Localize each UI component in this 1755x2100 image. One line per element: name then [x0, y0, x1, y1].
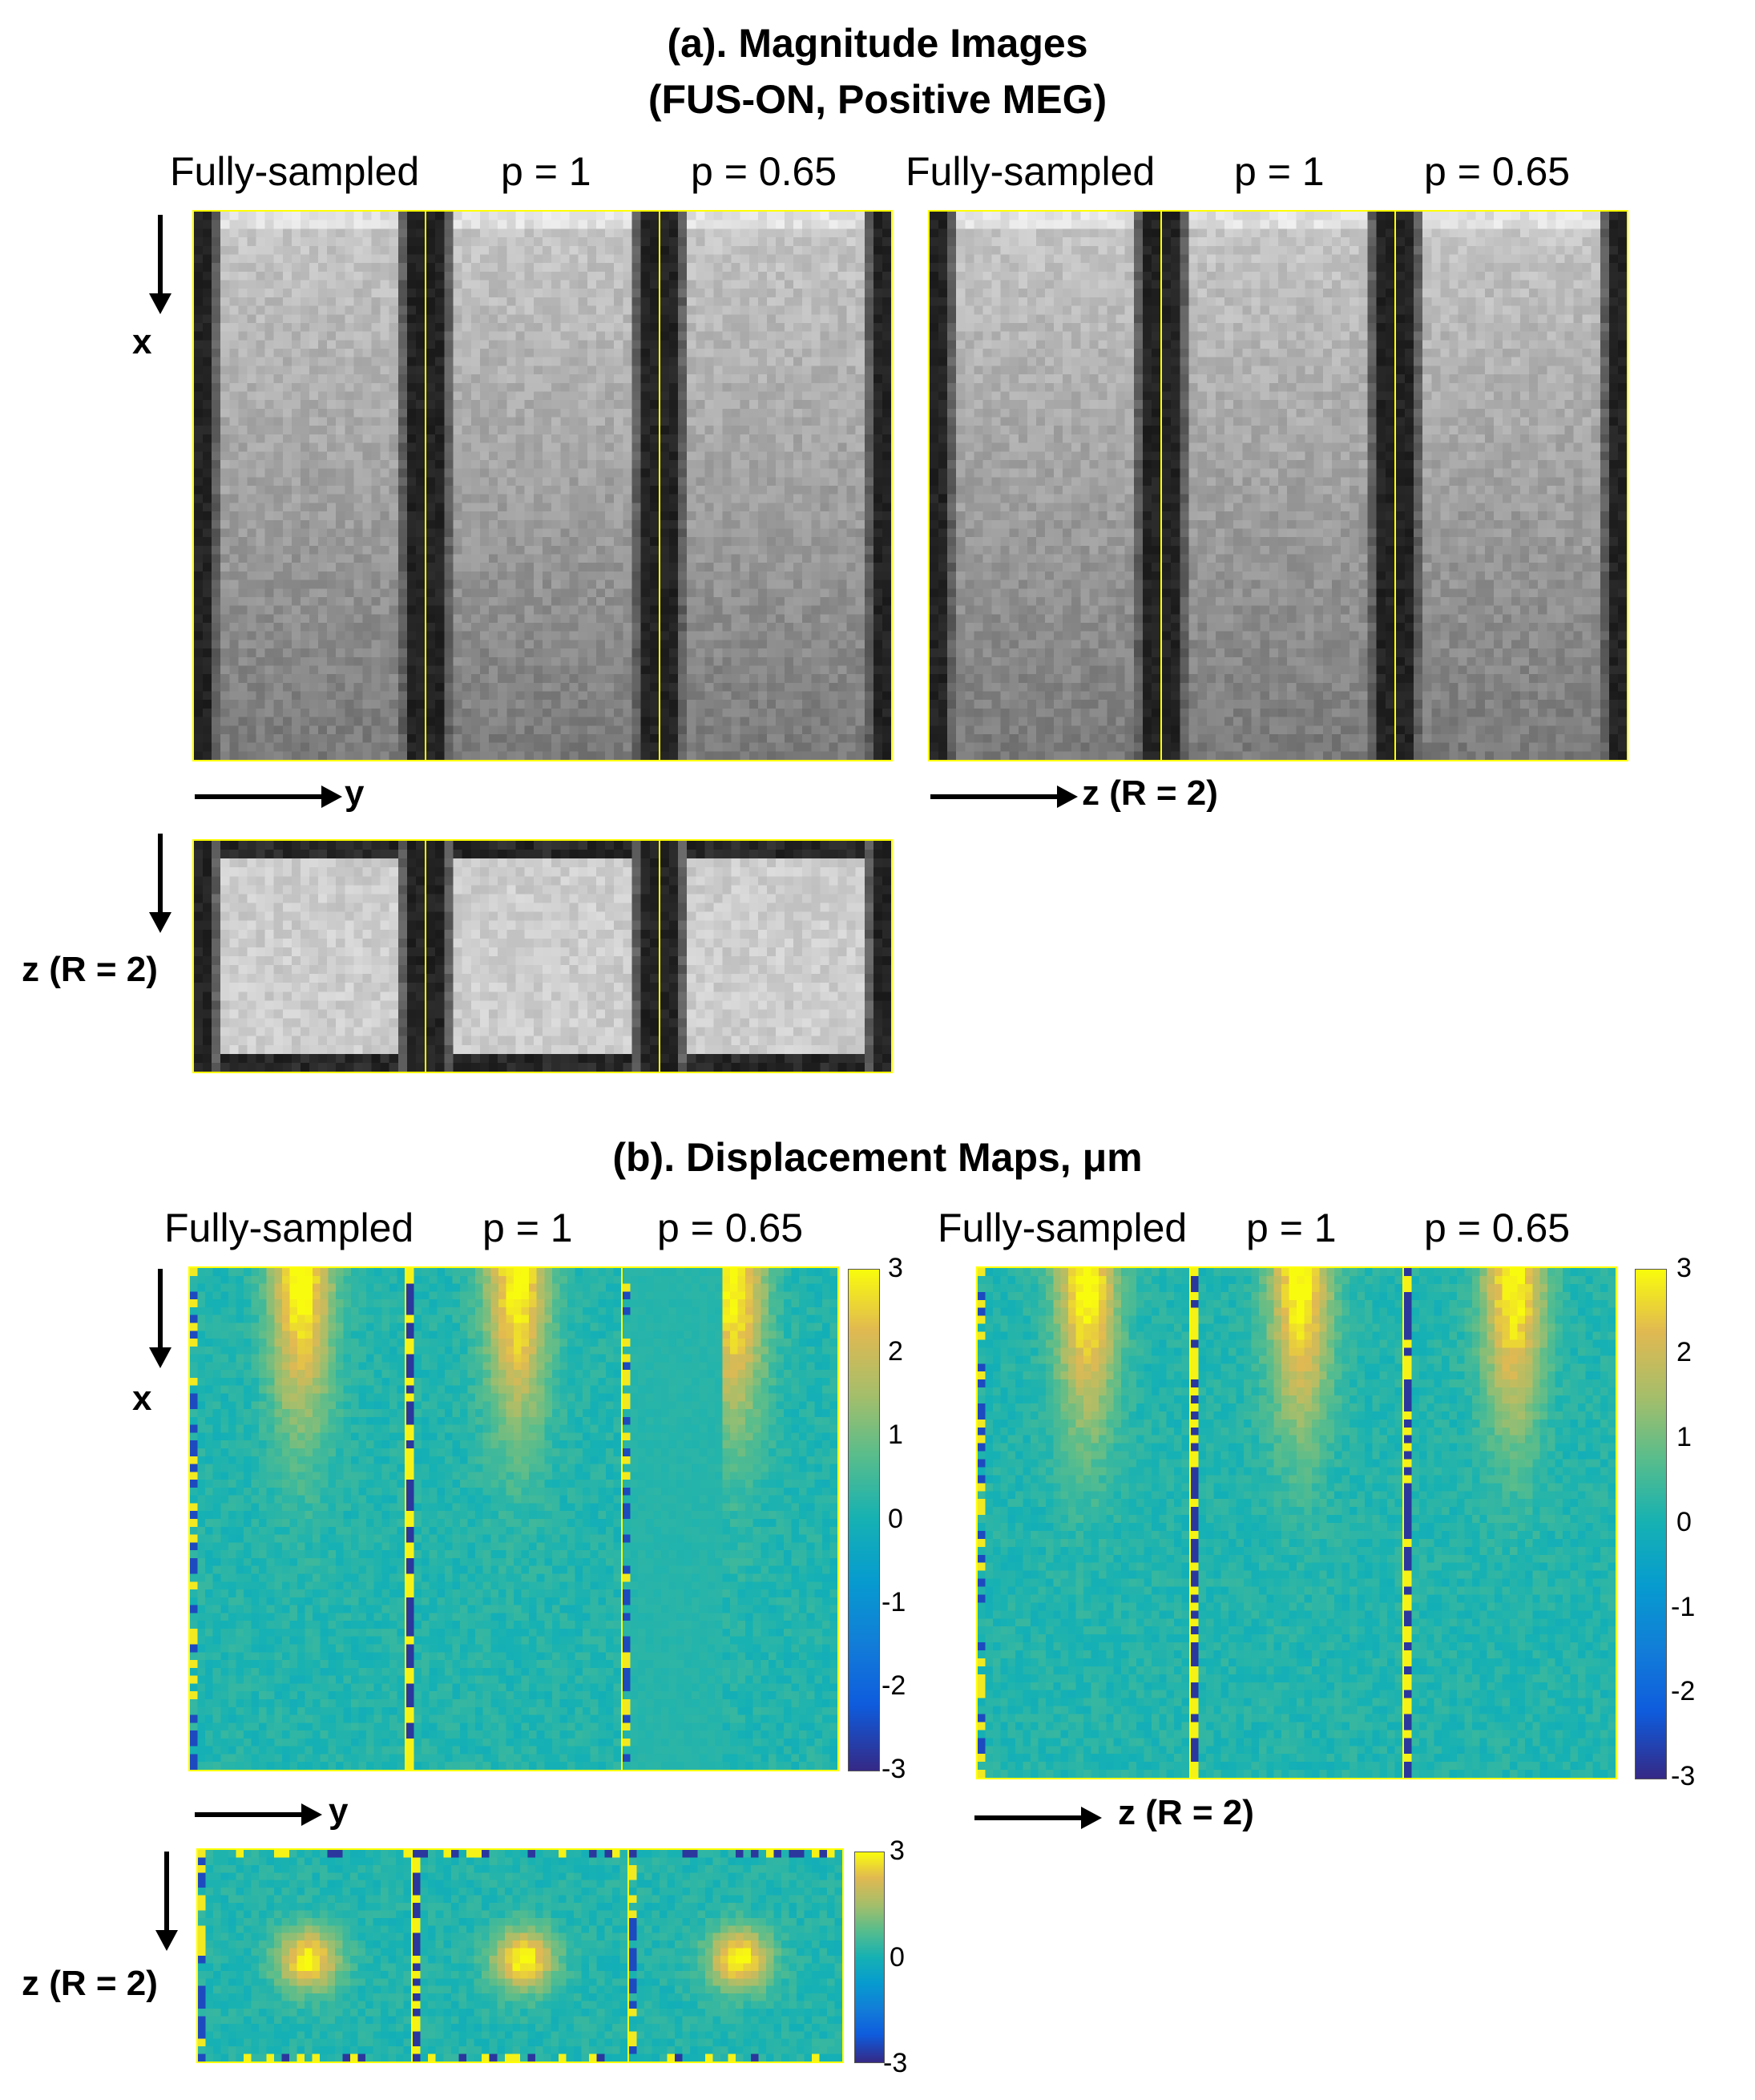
section-a-title-line1: (a). Magnitude Images	[667, 21, 1088, 66]
arrow-right-icon	[195, 785, 342, 808]
arrow-down-icon	[149, 215, 171, 314]
colorbar	[848, 1269, 880, 1771]
col-label-p1: p = 1	[482, 1205, 573, 1250]
magnitude-xy-fully-sampled	[192, 210, 426, 761]
axis-label-y: y	[345, 773, 365, 813]
colorbar-tick: -3	[882, 1754, 906, 1784]
magnitude-xz-fully-sampled	[928, 210, 1162, 761]
arrow-down-icon	[155, 1852, 178, 1951]
magnitude-xz-p1	[1160, 210, 1396, 761]
arrow-right-icon	[195, 1803, 322, 1826]
magnitude-yz-p1	[425, 839, 660, 1073]
colorbar-tick: -3	[883, 2048, 908, 2078]
displacement-xz-fully-sampled	[976, 1266, 1191, 1779]
arrow-down-icon	[149, 1269, 171, 1368]
colorbar-tick: -2	[882, 1670, 906, 1701]
axis-label-z: z (R = 2)	[22, 1964, 158, 2003]
col-label-p065: p = 0.65	[657, 1205, 804, 1250]
axis-label-y: y	[329, 1791, 349, 1831]
displacement-xz-p065	[1402, 1266, 1617, 1779]
displacement-xz-p1	[1189, 1266, 1404, 1779]
colorbar-tick: -1	[1671, 1592, 1696, 1622]
section-a-title-line2: (FUS-ON, Positive MEG)	[648, 77, 1107, 122]
col-label-p1: p = 1	[1246, 1205, 1337, 1250]
displacement-yz-p065	[627, 1848, 844, 2063]
displacement-yz-p1	[411, 1848, 629, 2063]
axis-label-z: z (R = 2)	[1118, 1793, 1254, 1832]
arrow-down-icon	[149, 834, 171, 933]
col-label-fully-sampled: Fully-sampled	[164, 1205, 414, 1250]
colorbar-tick: 0	[890, 1942, 905, 1973]
magnitude-xy-p065	[659, 210, 893, 761]
colorbar-tick: 3	[888, 1253, 903, 1283]
axis-label-x: x	[132, 1379, 152, 1418]
colorbar-tick: 2	[888, 1336, 903, 1367]
displacement-xy-p065	[621, 1266, 839, 1771]
colorbar-tick: 0	[1676, 1507, 1692, 1537]
axis-label-z: z (R = 2)	[1082, 773, 1218, 813]
colorbar-tick: -1	[882, 1587, 906, 1617]
axis-label-x: x	[132, 322, 152, 361]
displacement-yz-fully-sampled	[196, 1848, 413, 2063]
displacement-xy-fully-sampled	[188, 1266, 406, 1771]
colorbar-tick: 1	[1676, 1422, 1692, 1452]
magnitude-xz-p065	[1394, 210, 1628, 761]
col-label-fully-sampled: Fully-sampled	[170, 149, 420, 194]
colorbar-tick: 0	[888, 1504, 903, 1534]
colorbar-tick: 2	[1676, 1337, 1692, 1367]
colorbar	[1635, 1269, 1667, 1779]
colorbar	[854, 1852, 885, 2063]
col-label-fully-sampled: Fully-sampled	[906, 149, 1156, 194]
col-label-fully-sampled: Fully-sampled	[938, 1205, 1188, 1250]
col-label-p1: p = 1	[501, 149, 591, 194]
colorbar-tick: -2	[1671, 1676, 1696, 1706]
col-label-p065: p = 0.65	[1424, 149, 1571, 194]
colorbar-tick: -3	[1671, 1761, 1696, 1791]
colorbar-tick: 3	[890, 1835, 905, 1866]
col-label-p1: p = 1	[1234, 149, 1325, 194]
section-b-title: (b). Displacement Maps, μm	[612, 1135, 1143, 1180]
magnitude-yz-p065	[659, 839, 893, 1073]
colorbar-tick: 1	[888, 1420, 903, 1450]
displacement-xy-p1	[405, 1266, 623, 1771]
magnitude-yz-fully-sampled	[192, 839, 426, 1073]
colorbar-tick: 3	[1676, 1253, 1692, 1283]
arrow-right-icon	[974, 1807, 1102, 1829]
col-label-p065: p = 0.65	[691, 149, 837, 194]
axis-label-z: z (R = 2)	[22, 950, 158, 989]
magnitude-xy-p1	[425, 210, 660, 761]
col-label-p065: p = 0.65	[1424, 1205, 1571, 1250]
arrow-right-icon	[930, 785, 1078, 808]
